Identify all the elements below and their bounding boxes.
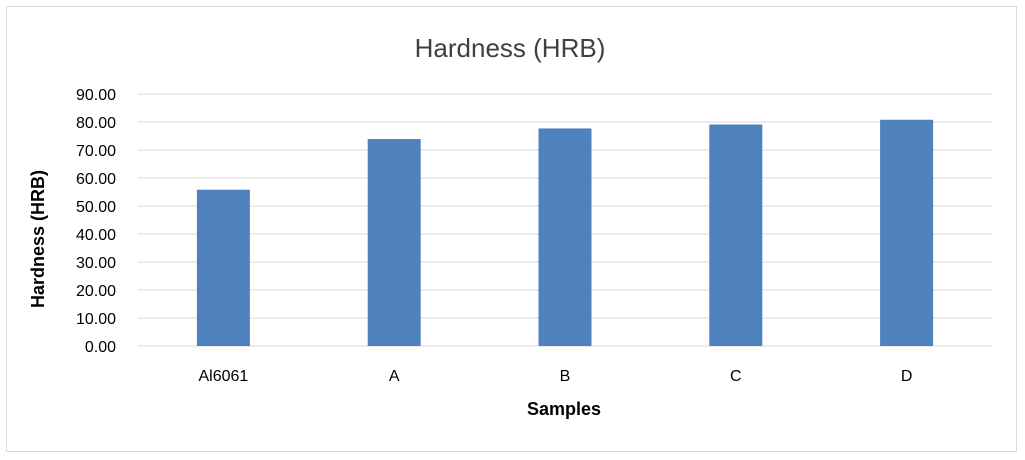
gridlines (138, 93, 992, 347)
y-tick-label: 60.00 (76, 171, 116, 188)
y-axis-ticks: 0.00 10.00 20.00 30.00 40.00 50.00 60.00 70.00 8… (76, 87, 116, 356)
y-tick-label: 80.00 (76, 115, 116, 132)
y-tick-label: 90.00 (76, 87, 116, 104)
x-tick-label: D (901, 368, 913, 385)
y-tick-label: 30.00 (76, 255, 116, 272)
y-tick-label: 40.00 (76, 227, 116, 244)
chart-frame (6, 6, 1017, 452)
bar-d (880, 119, 934, 346)
y-axis-title: Hardness (HRB) (28, 170, 48, 308)
y-tick-label: 10.00 (76, 311, 116, 328)
bar-al6061 (196, 189, 250, 346)
y-tick-label: 70.00 (76, 143, 116, 160)
x-axis-ticks: Al6061 A B C D (198, 368, 912, 385)
y-tick-label: 50.00 (76, 199, 116, 216)
bar-b (538, 128, 592, 346)
bar-a (367, 139, 421, 346)
x-tick-label: C (730, 368, 742, 385)
x-tick-label: Al6061 (198, 368, 248, 385)
chart-title: Hardness (HRB) (415, 33, 606, 63)
x-tick-label: A (389, 368, 400, 385)
x-tick-label: B (560, 368, 571, 385)
bars (196, 119, 934, 347)
bar-c (709, 124, 763, 347)
y-tick-label: 20.00 (76, 283, 116, 300)
x-axis-title: Samples (527, 399, 601, 419)
y-tick-label: 0.00 (85, 339, 116, 356)
